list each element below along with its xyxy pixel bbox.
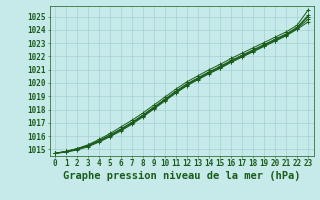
X-axis label: Graphe pression niveau de la mer (hPa): Graphe pression niveau de la mer (hPa) xyxy=(63,171,300,181)
